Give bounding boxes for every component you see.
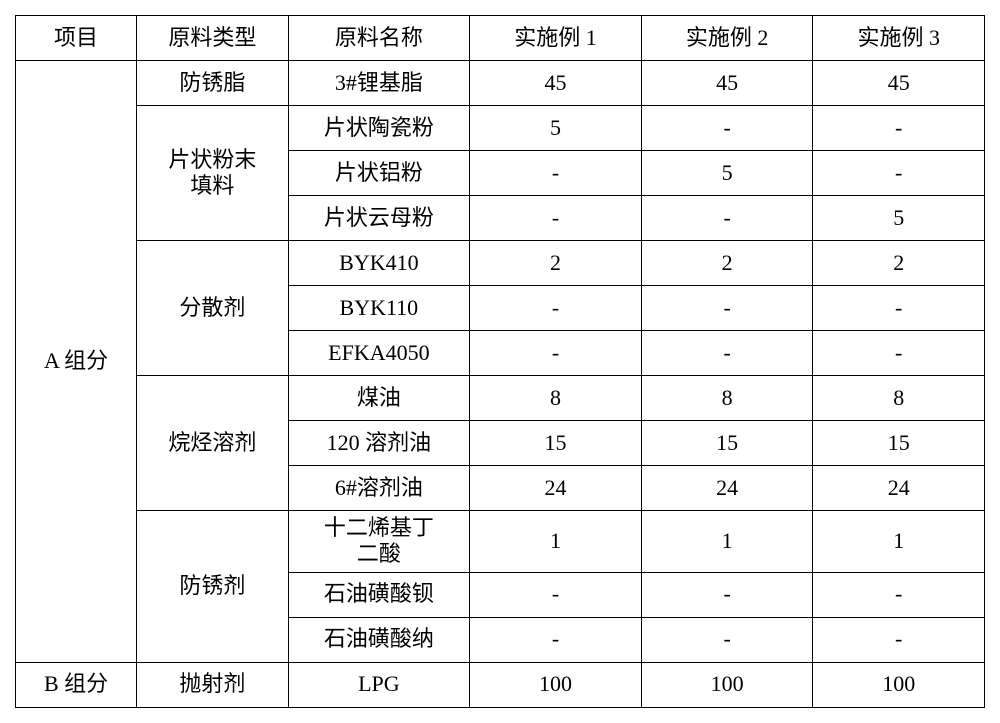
cell-name: EFKA4050 (288, 331, 470, 376)
cell-name: 石油磺酸纳 (288, 617, 470, 662)
cell-v2: 1 (641, 511, 813, 573)
cell-v1: 24 (470, 466, 642, 511)
cell-name: 煤油 (288, 376, 470, 421)
cell-name: 石油磺酸钡 (288, 572, 470, 617)
type-alkane: 烷烃溶剂 (137, 376, 288, 511)
cell-name: 片状云母粉 (288, 196, 470, 241)
cell-v2: - (641, 572, 813, 617)
cell-v3: - (813, 151, 985, 196)
cell-v2: - (641, 331, 813, 376)
cell-v1: 100 (470, 662, 642, 707)
table-row: 片状粉末填料 片状陶瓷粉 5 - - (16, 106, 985, 151)
group-a-cell: A 组分 (16, 61, 137, 663)
cell-v1: - (470, 331, 642, 376)
cell-v2: - (641, 106, 813, 151)
table-row: 烷烃溶剂 煤油 8 8 8 (16, 376, 985, 421)
cell-v2: - (641, 286, 813, 331)
cell-v3: - (813, 106, 985, 151)
cell-v3: 8 (813, 376, 985, 421)
cell-v2: 24 (641, 466, 813, 511)
cell-v2: 5 (641, 151, 813, 196)
type-dispersant: 分散剂 (137, 241, 288, 376)
cell-name: 3#锂基脂 (288, 61, 470, 106)
table-row: A 组分 防锈脂 3#锂基脂 45 45 45 (16, 61, 985, 106)
cell-v1: - (470, 196, 642, 241)
cell-v1: - (470, 572, 642, 617)
cell-v3: - (813, 286, 985, 331)
cell-v3: - (813, 572, 985, 617)
cell-v3: 45 (813, 61, 985, 106)
header-ex3: 实施例 3 (813, 16, 985, 61)
cell-v2: 2 (641, 241, 813, 286)
cell-v3: 5 (813, 196, 985, 241)
cell-v1: 8 (470, 376, 642, 421)
cell-name: BYK410 (288, 241, 470, 286)
cell-name: 6#溶剂油 (288, 466, 470, 511)
cell-v3: 1 (813, 511, 985, 573)
cell-v3: 2 (813, 241, 985, 286)
cell-v1: 5 (470, 106, 642, 151)
cell-name: LPG (288, 662, 470, 707)
table-row: 分散剂 BYK410 2 2 2 (16, 241, 985, 286)
cell-v3: 15 (813, 421, 985, 466)
cell-name: 片状铝粉 (288, 151, 470, 196)
type-rustgrease: 防锈脂 (137, 61, 288, 106)
cell-name: 十二烯基丁二酸 (288, 511, 470, 573)
cell-v2: 8 (641, 376, 813, 421)
table-row: 防锈剂 十二烯基丁二酸 1 1 1 (16, 511, 985, 573)
header-mat-name: 原料名称 (288, 16, 470, 61)
cell-v1: 2 (470, 241, 642, 286)
formulation-table: 项目 原料类型 原料名称 实施例 1 实施例 2 实施例 3 A 组分 防锈脂 … (15, 15, 985, 708)
cell-v2: - (641, 196, 813, 241)
cell-v2: 15 (641, 421, 813, 466)
cell-v1: 15 (470, 421, 642, 466)
cell-v1: - (470, 617, 642, 662)
cell-v3: - (813, 617, 985, 662)
type-propellant: 抛射剂 (137, 662, 288, 707)
cell-v1: 45 (470, 61, 642, 106)
header-mat-type: 原料类型 (137, 16, 288, 61)
cell-v2: 100 (641, 662, 813, 707)
header-ex1: 实施例 1 (470, 16, 642, 61)
cell-v1: - (470, 151, 642, 196)
cell-v2: - (641, 617, 813, 662)
cell-v1: 1 (470, 511, 642, 573)
cell-v2: 45 (641, 61, 813, 106)
cell-v3: - (813, 331, 985, 376)
group-b-cell: B 组分 (16, 662, 137, 707)
header-project: 项目 (16, 16, 137, 61)
cell-v3: 100 (813, 662, 985, 707)
cell-name: 片状陶瓷粉 (288, 106, 470, 151)
table-row: 项目 原料类型 原料名称 实施例 1 实施例 2 实施例 3 (16, 16, 985, 61)
cell-name: 120 溶剂油 (288, 421, 470, 466)
cell-v3: 24 (813, 466, 985, 511)
table-row: B 组分 抛射剂 LPG 100 100 100 (16, 662, 985, 707)
cell-name: BYK110 (288, 286, 470, 331)
type-flakefiller: 片状粉末填料 (137, 106, 288, 241)
cell-v1: - (470, 286, 642, 331)
type-rustinhib: 防锈剂 (137, 511, 288, 663)
header-ex2: 实施例 2 (641, 16, 813, 61)
